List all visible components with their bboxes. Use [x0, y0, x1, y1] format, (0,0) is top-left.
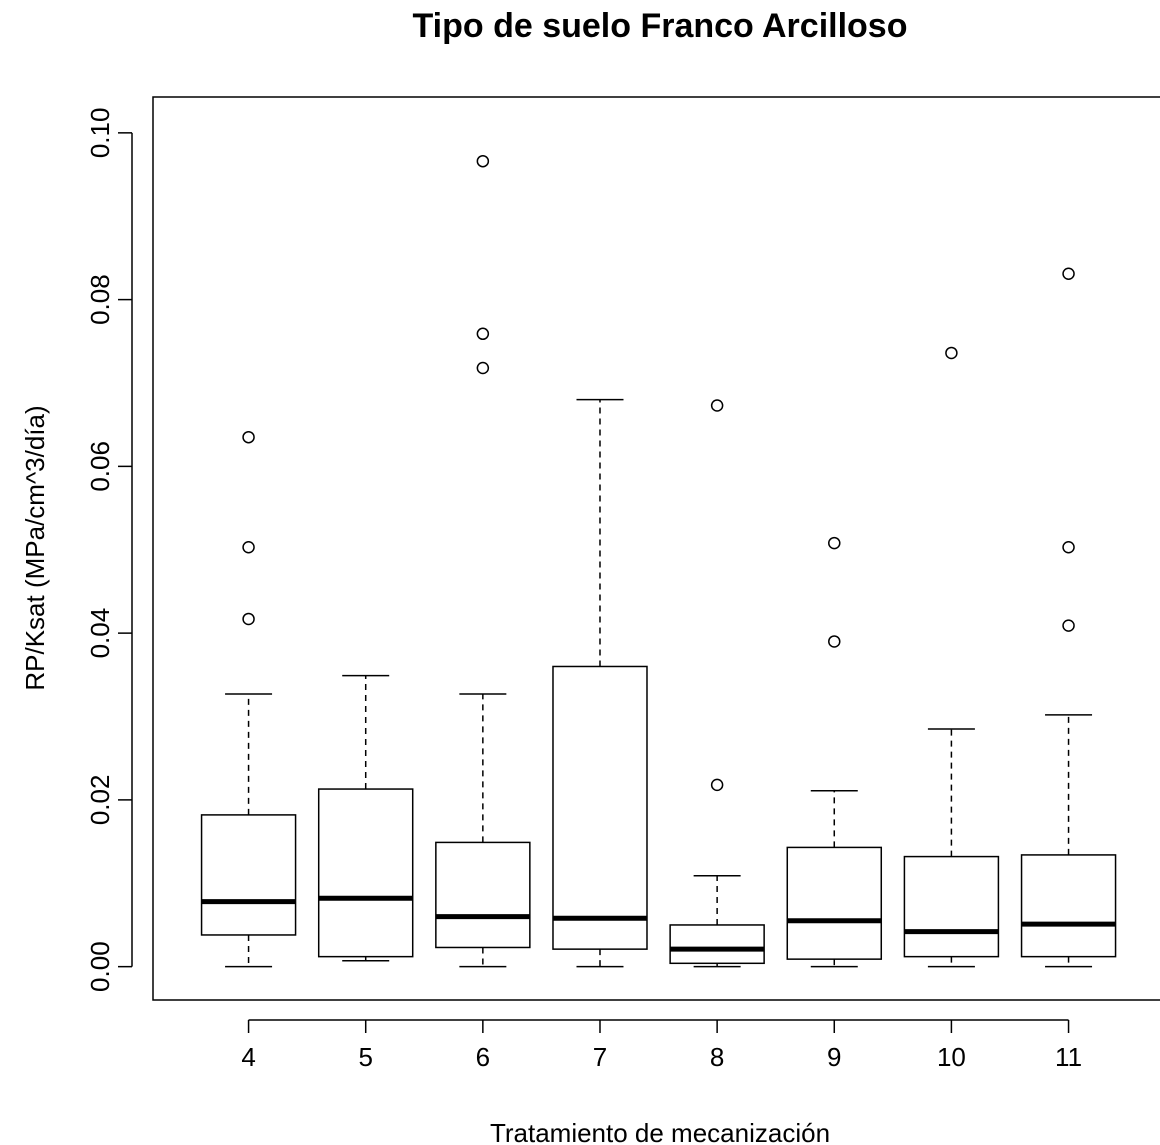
box-4	[200, 430, 297, 968]
box-8	[669, 399, 765, 968]
box-rect-7	[552, 665, 648, 950]
y-tick-label-5: 0.10	[85, 108, 115, 159]
box-7	[552, 398, 648, 968]
box-6	[435, 154, 531, 968]
outlier-8-1	[710, 399, 724, 412]
box-rect-10	[903, 855, 1000, 958]
x-tick-label-10: 10	[937, 1042, 966, 1072]
x-tick-label-5: 5	[358, 1042, 372, 1072]
outlier-4-1	[242, 540, 255, 554]
box-rect-4	[200, 814, 297, 936]
outlier-6-2	[476, 154, 490, 168]
x-tick-label-7: 7	[593, 1042, 607, 1072]
box-11	[1020, 267, 1117, 968]
y-tick-label-3: 0.06	[85, 441, 115, 492]
box-series	[200, 154, 1117, 968]
outlier-6-1	[476, 327, 490, 341]
box-5	[317, 674, 414, 962]
outlier-11-0	[1062, 619, 1075, 632]
y-tick-label-4: 0.08	[85, 274, 115, 325]
x-axis-label: Tratamiento de mecanización	[490, 1118, 830, 1145]
y-tick-label-2: 0.04	[85, 608, 115, 659]
box-rect-6	[435, 841, 531, 949]
outlier-9-0	[828, 635, 841, 648]
outlier-8-0	[710, 778, 724, 792]
box-rect-5	[317, 788, 414, 958]
x-tick-label-11: 11	[1055, 1042, 1082, 1072]
x-axis: 4 5 6 7 8 9 10 11	[241, 1019, 1082, 1072]
box-10	[903, 346, 1000, 968]
box-rect-11	[1020, 854, 1117, 958]
box-9	[786, 536, 883, 968]
y-axis: 0.00 0.02 0.04 0.06 0.08 0.10	[85, 108, 133, 992]
plot-area-frame	[152, 96, 1160, 1001]
x-tick-label-6: 6	[476, 1042, 490, 1072]
outlier-4-2	[242, 430, 255, 444]
y-tick-label-0: 0.00	[85, 941, 115, 992]
box-rect-9	[786, 846, 883, 960]
outlier-10-0	[945, 346, 958, 360]
outlier-11-1	[1062, 540, 1075, 554]
chart-title: Tipo de suelo Franco Arcilloso	[413, 7, 908, 45]
box-rect-8	[669, 924, 765, 965]
x-tick-label-9: 9	[827, 1042, 841, 1072]
outlier-9-1	[828, 536, 841, 550]
outlier-6-0	[476, 361, 490, 375]
outlier-4-0	[242, 612, 255, 626]
x-tick-label-8: 8	[710, 1042, 724, 1072]
y-tick-label-1: 0.02	[85, 775, 115, 826]
x-tick-label-4: 4	[241, 1042, 255, 1072]
y-axis-label: RP/Ksat (MPa/cm^3/día)	[20, 405, 50, 690]
outlier-11-2	[1062, 267, 1075, 281]
